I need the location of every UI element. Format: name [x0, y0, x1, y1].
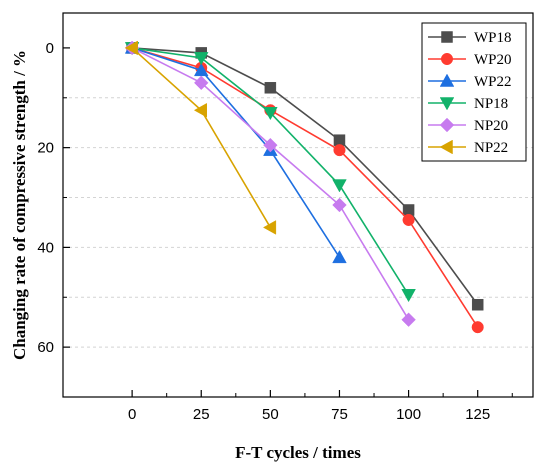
- legend-item-wp22: WP22: [428, 73, 512, 90]
- data-point-triangle-left: [124, 40, 138, 56]
- x-axis-title: F-T cycles / times: [235, 443, 361, 462]
- y-axis-title: Changing rate of compressive strength / …: [10, 50, 29, 360]
- y-tick-label: 20: [37, 140, 54, 157]
- data-point-triangle-down: [263, 106, 278, 121]
- data-point-circle: [333, 144, 346, 157]
- data-point-triangle-down: [401, 289, 416, 303]
- legend-box: [421, 22, 527, 162]
- y-tick-label: 0: [46, 40, 54, 57]
- series-layer: [124, 40, 484, 334]
- legend-label: WP22: [474, 74, 512, 90]
- data-point-circle: [402, 213, 415, 226]
- series-np18: [124, 42, 416, 303]
- x-tick-label: 75: [331, 406, 348, 423]
- data-point-triangle-down: [439, 97, 455, 111]
- legend-label: NP20: [474, 118, 508, 134]
- data-point-diamond: [332, 197, 347, 213]
- plot-frame: [62, 12, 534, 398]
- legend-item-np22: NP22: [428, 139, 508, 156]
- data-point-triangle-left: [262, 220, 277, 235]
- legend-item-np18: NP18: [428, 96, 508, 112]
- legend-item-wp18: WP18: [428, 30, 512, 46]
- y-tick-label: 60: [37, 339, 54, 356]
- data-point-square: [441, 31, 453, 43]
- series-np20: [124, 40, 416, 327]
- data-point-diamond: [194, 75, 209, 91]
- data-point-circle: [440, 52, 454, 66]
- data-point-triangle-up: [439, 73, 455, 87]
- data-point-diamond: [263, 137, 278, 153]
- data-point-square: [402, 204, 415, 216]
- x-tick-label: 100: [396, 406, 421, 423]
- data-point-square: [333, 134, 346, 146]
- data-point-triangle-down: [332, 179, 347, 193]
- x-tick-label: 25: [193, 406, 210, 423]
- data-point-circle: [471, 321, 484, 334]
- x-tick-label: 0: [128, 406, 136, 423]
- data-point-diamond: [401, 312, 416, 327]
- data-point-diamond: [439, 117, 455, 133]
- x-tick-label: 125: [465, 406, 490, 423]
- legend-item-np20: NP20: [428, 117, 508, 134]
- legend-label: WP20: [474, 52, 512, 68]
- series-wp22: [124, 40, 347, 264]
- legend-label: NP18: [474, 96, 508, 112]
- data-point-triangle-down: [193, 52, 209, 66]
- axes: 0 20 40 60 0 25 50 75 100 125: [37, 40, 513, 423]
- series-line: [131, 47, 479, 328]
- series-np22: [124, 40, 277, 235]
- legend-item-wp20: WP20: [428, 52, 512, 68]
- y-tick-label: 40: [37, 239, 54, 256]
- data-point-square: [471, 298, 484, 311]
- data-point-triangle-up: [332, 249, 347, 264]
- legend-label: WP18: [474, 30, 512, 46]
- data-point-triangle-left: [193, 102, 207, 118]
- legend-label: NP22: [474, 140, 508, 156]
- legend: WP18 WP20 WP22 NP18 NP20 NP22: [421, 22, 527, 162]
- series-line: [131, 47, 341, 258]
- series-line: [132, 47, 479, 306]
- data-point-square: [264, 82, 277, 94]
- x-tick-label: 50: [262, 406, 279, 423]
- data-point-triangle-left: [439, 139, 453, 155]
